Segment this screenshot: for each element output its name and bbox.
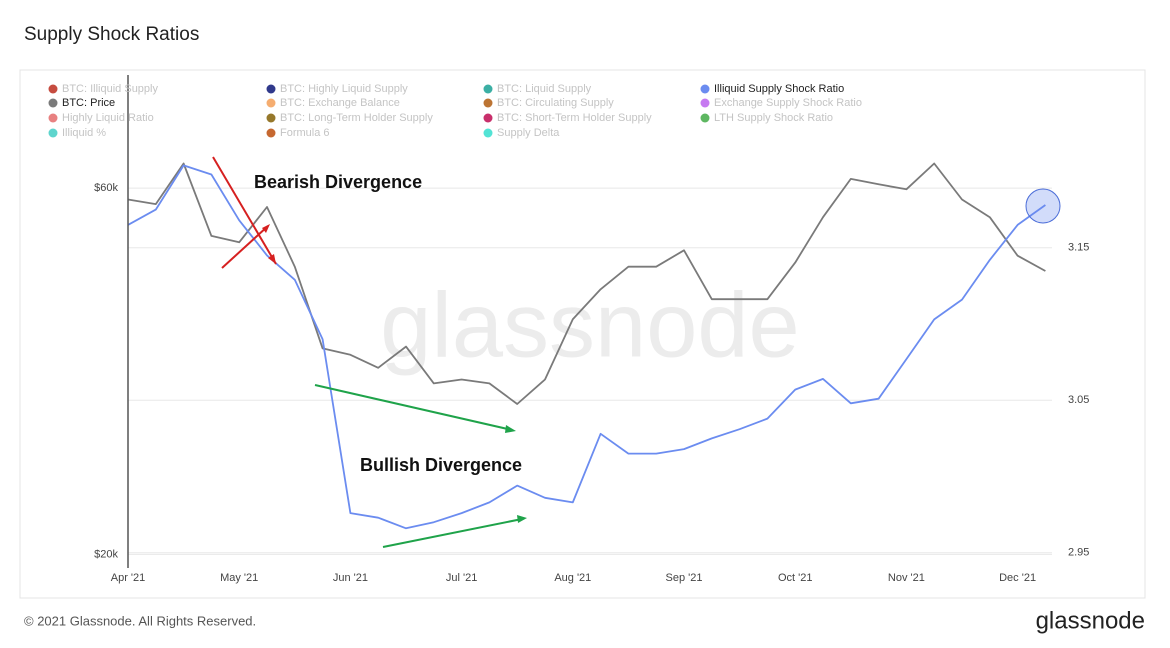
legend-marker [48, 128, 58, 138]
arrow [382, 518, 523, 548]
legend-marker [700, 98, 710, 108]
legend-marker [266, 128, 276, 138]
series-line [127, 164, 1046, 530]
y-tick-label: $60k [94, 182, 118, 194]
legend-marker [483, 84, 493, 94]
legend-label: BTC: Price [62, 97, 115, 109]
arrow [212, 156, 277, 265]
legend-label: BTC: Liquid Supply [497, 83, 592, 95]
x-tick-label: Apr '21 [111, 572, 146, 584]
legend-marker [266, 84, 276, 94]
legend-marker [700, 84, 710, 94]
arrow-head [262, 224, 270, 233]
highlight-circle [1025, 188, 1061, 224]
series-line [127, 162, 1046, 405]
x-tick-label: May '21 [220, 572, 258, 584]
legend-marker [483, 98, 493, 108]
legend-label: BTC: Highly Liquid Supply [280, 83, 408, 95]
legend-label: Highly Liquid Ratio [62, 112, 154, 124]
x-tick-label: Jun '21 [333, 572, 368, 584]
legend-label: BTC: Illiquid Supply [62, 83, 158, 95]
y2-tick-label: 3.05 [1068, 394, 1089, 406]
x-tick-label: Nov '21 [888, 572, 925, 584]
legend-marker [48, 98, 58, 108]
legend-marker [266, 98, 276, 108]
legend-label: Illiquid % [62, 127, 106, 139]
arrow-head [505, 425, 516, 433]
arrow [314, 384, 513, 431]
annotation: Bullish Divergence [360, 455, 522, 475]
legend-label: Illiquid Supply Shock Ratio [714, 83, 844, 95]
arrow [221, 225, 269, 269]
x-tick-label: Aug '21 [554, 572, 591, 584]
annotation-arrows [212, 156, 527, 548]
chart-title: Supply Shock Ratios [24, 24, 199, 45]
legend-marker [48, 113, 58, 123]
y2-tick-label: 3.15 [1068, 242, 1089, 254]
y2-tick-label: 2.95 [1068, 547, 1089, 559]
x-tick-label: Jul '21 [446, 572, 477, 584]
chart-frame [19, 69, 1146, 599]
x-tick-label: Sep '21 [666, 572, 703, 584]
annotation: Bearish Divergence [254, 172, 422, 192]
footer: © 2021 Glassnode. All Rights Reserved. [24, 613, 256, 628]
legend-marker [700, 113, 710, 123]
arrow-head [517, 515, 527, 523]
legend-marker [48, 84, 58, 94]
arrow-head [268, 254, 276, 264]
legend-label: Formula 6 [280, 127, 330, 139]
x-tick-label: Dec '21 [999, 572, 1036, 584]
legend-label: LTH Supply Shock Ratio [714, 112, 833, 124]
legend-label: BTC: Exchange Balance [280, 97, 400, 109]
plot-area [127, 162, 1052, 555]
legend-marker [483, 128, 493, 138]
x-tick-label: Oct '21 [778, 572, 813, 584]
legend-marker [483, 113, 493, 123]
logo: glassnode [1036, 607, 1145, 634]
legend: BTC: Price Illiquid Supply Shock Ratio BTC… [48, 83, 862, 139]
y-tick-label: $20k [94, 548, 118, 560]
legend-label: BTC: Circulating Supply [497, 97, 614, 109]
legend-label: BTC: Short-Term Holder Supply [497, 112, 652, 124]
watermark: glassnode [380, 274, 799, 376]
legend-label: BTC: Long-Term Holder Supply [280, 112, 433, 124]
legend-label: Supply Delta [497, 127, 560, 139]
legend-label: Exchange Supply Shock Ratio [714, 97, 862, 109]
legend-marker [266, 113, 276, 123]
